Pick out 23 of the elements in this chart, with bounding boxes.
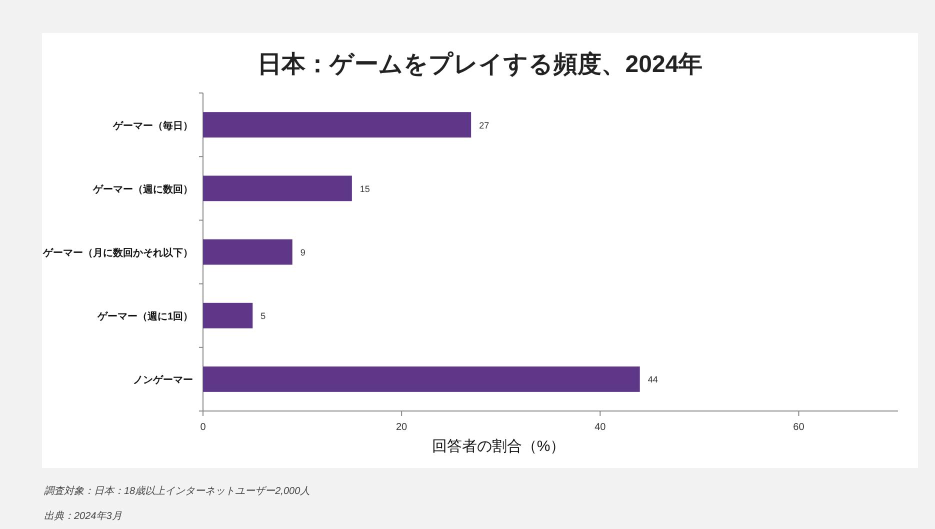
bar (203, 302, 253, 328)
y-tick-label: ゲーマー（週に数回） (92, 183, 193, 196)
x-axis-title: 回答者の割合（%） (432, 438, 566, 455)
y-tick-label: ゲーマー（月に数回かそれ以下） (42, 247, 193, 259)
x-tick-label: 20 (396, 422, 408, 433)
x-tick-label: 60 (793, 422, 805, 433)
y-tick-label: ノンゲーマー (133, 374, 193, 386)
bar (203, 239, 292, 265)
data-label: 27 (479, 120, 490, 130)
bar (203, 112, 472, 138)
data-label: 9 (300, 248, 306, 258)
x-tick-label: 40 (594, 422, 606, 433)
x-tick-label: 0 (200, 422, 206, 433)
y-tick-label: ゲーマー（週に1回） (96, 310, 193, 323)
bar (203, 176, 352, 202)
data-label: 44 (648, 374, 658, 385)
bar (203, 366, 640, 392)
y-tick-label: ゲーマー（毎日） (112, 120, 193, 132)
text: 調査対象：日本：18歳以上インターネットユーザー2,000人 (44, 485, 310, 497)
data-label: 15 (360, 184, 370, 194)
chart-title: 日本：ゲームをプレイする頻度、2024年 (257, 51, 703, 78)
source-note: 出典：2024年3月 (44, 510, 122, 522)
data-label: 5 (260, 311, 266, 322)
